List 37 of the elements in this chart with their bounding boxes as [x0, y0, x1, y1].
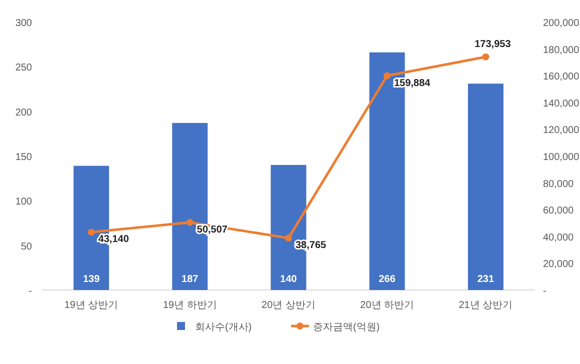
legend-label: 증자금액(억원): [313, 322, 380, 333]
y2-tick-label: 60,000: [543, 206, 574, 217]
y-tick-label: 150: [15, 152, 32, 163]
y2-tick-label: 160,000: [543, 72, 580, 83]
point: [482, 53, 490, 60]
data-label: 231: [477, 274, 494, 285]
y-tick-label: 300: [15, 18, 32, 29]
y-tick-label: 100: [15, 196, 32, 208]
y-tick-label: 50: [20, 241, 32, 252]
point: [88, 228, 95, 236]
y2-tick-label: 140,000: [543, 98, 580, 110]
y2-tick-label: 20,000: [543, 259, 574, 270]
y2-tick-label: 180,000: [543, 44, 580, 56]
point: [186, 218, 194, 226]
data-label: 139: [82, 274, 100, 285]
data-label: 187: [182, 274, 199, 285]
bar: [468, 84, 504, 290]
data-label: 140: [280, 274, 298, 285]
x-tick-label: 20년 하반기: [360, 300, 414, 311]
y2-tick-label: 200,000: [543, 18, 580, 29]
y-tick-label: 250: [15, 62, 32, 74]
data-label: 266: [378, 274, 396, 285]
data-label: 173,953: [474, 38, 512, 50]
y2-tick-label: 120,000: [543, 125, 580, 136]
y2-tick-label: 80,000: [543, 178, 574, 190]
y-tick-label: -: [28, 286, 32, 297]
legend-label: 회사수(개사): [195, 322, 252, 333]
y2-tick-label: 40,000: [543, 232, 574, 244]
point: [384, 72, 391, 80]
x-tick-label: 21년 상반기: [458, 300, 513, 311]
y2-tick-label: -: [543, 286, 546, 297]
y2-tick-label: 100,000: [543, 152, 580, 163]
y-tick-label: 200: [15, 107, 32, 118]
x-tick-label: 20년 상반기: [262, 300, 316, 311]
x-tick-label: 19년 하반기: [162, 300, 217, 311]
point: [285, 234, 292, 242]
x-tick-label: 19년 상반기: [64, 300, 118, 311]
